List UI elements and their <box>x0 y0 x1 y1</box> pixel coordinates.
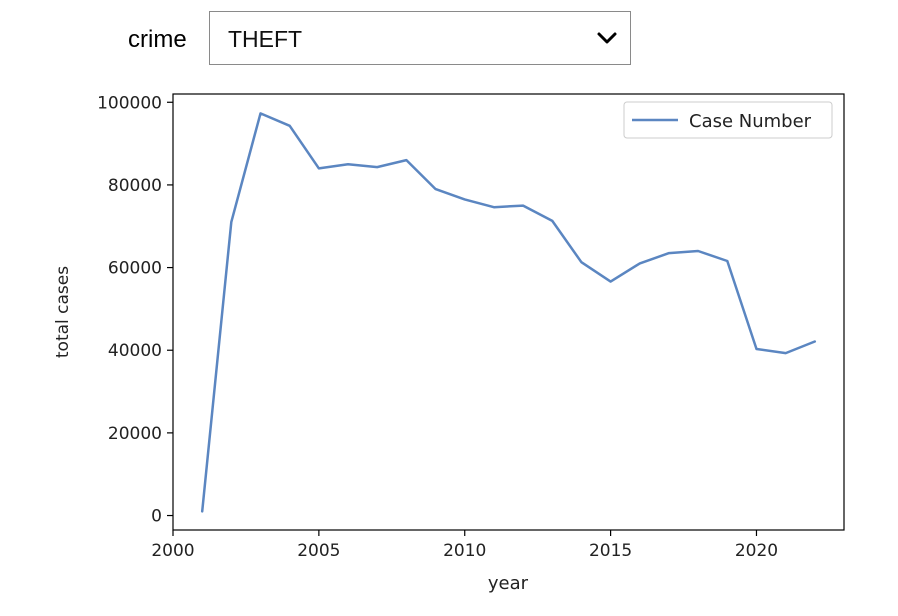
y-axis-label: total cases <box>53 266 73 358</box>
x-tick-label: 2005 <box>297 541 340 561</box>
y-tick-label: 40000 <box>108 341 162 361</box>
crime-dropdown[interactable]: THEFT <box>209 11 631 65</box>
x-tick-label: 2000 <box>151 541 194 561</box>
filter-row: crime THEFT <box>0 0 898 80</box>
crime-selected-value: THEFT <box>228 26 303 52</box>
y-tick-label: 60000 <box>108 259 162 279</box>
x-axis-label: year <box>488 573 529 594</box>
legend: Case Number <box>623 101 833 139</box>
x-tick-label: 2020 <box>735 541 778 561</box>
y-tick-label: 80000 <box>108 176 162 196</box>
line-chart: 2000 2005 2010 2015 2020 0 20000 40000 60000 8000… <box>53 93 845 594</box>
x-tick-label: 2010 <box>443 541 486 561</box>
x-tick-label: 2015 <box>589 541 632 561</box>
series-line-case-number <box>200 112 817 513</box>
legend-box <box>623 101 833 139</box>
legend-label: Case Number <box>689 111 812 132</box>
y-tick-label: 20000 <box>108 424 162 444</box>
y-tick-label: 100000 <box>97 93 162 113</box>
crime-label: crime <box>128 26 187 53</box>
chevron-down-icon <box>597 32 617 44</box>
y-tick-label: 0 <box>151 507 162 527</box>
plot-frame <box>172 93 845 531</box>
